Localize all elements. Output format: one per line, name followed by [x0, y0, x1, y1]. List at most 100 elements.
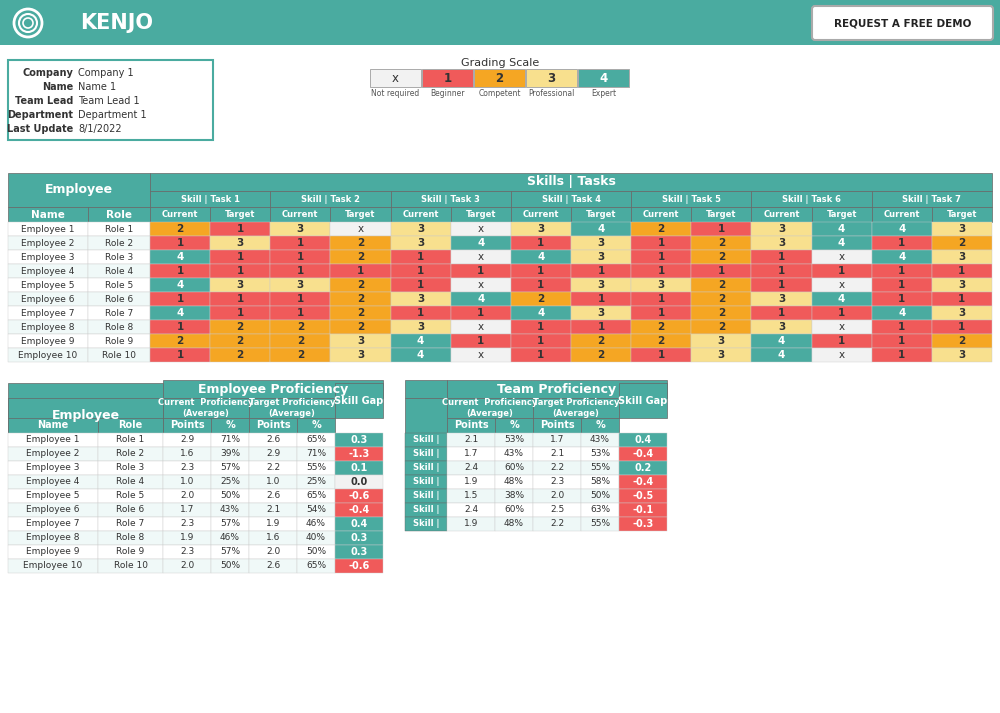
Text: 48%: 48% — [504, 478, 524, 486]
Text: Role 2: Role 2 — [105, 239, 133, 247]
Bar — [511, 320, 571, 334]
Bar — [163, 503, 211, 517]
Text: KENJO: KENJO — [80, 13, 153, 33]
Bar — [98, 447, 163, 461]
Bar — [571, 278, 631, 292]
Bar — [330, 292, 391, 306]
Text: 3: 3 — [417, 224, 424, 234]
Text: 2.2: 2.2 — [266, 463, 280, 473]
Text: Employee 1: Employee 1 — [26, 436, 80, 444]
Bar — [88, 348, 150, 362]
Bar — [511, 222, 571, 236]
Text: 0.3: 0.3 — [350, 435, 368, 445]
Text: 2: 2 — [237, 322, 244, 332]
Bar — [451, 236, 511, 250]
Text: Target: Target — [586, 210, 616, 219]
Bar — [270, 278, 330, 292]
Bar — [631, 191, 751, 207]
Bar — [391, 320, 451, 334]
Text: 2: 2 — [176, 336, 184, 346]
Text: x: x — [478, 350, 484, 360]
Text: Target: Target — [706, 210, 737, 219]
Bar — [211, 461, 249, 475]
Bar — [163, 398, 249, 418]
Bar — [88, 292, 150, 306]
Bar — [8, 461, 98, 475]
Text: 2: 2 — [297, 350, 304, 360]
Text: Skill |: Skill | — [413, 478, 439, 486]
Text: 1: 1 — [176, 266, 184, 276]
Text: 1: 1 — [778, 308, 785, 318]
Bar — [8, 418, 98, 433]
Text: -0.6: -0.6 — [348, 491, 370, 501]
Text: 1: 1 — [597, 294, 605, 304]
Text: Expert: Expert — [591, 90, 616, 98]
Bar — [751, 348, 812, 362]
Bar — [150, 173, 992, 191]
Text: 3: 3 — [658, 280, 665, 290]
Bar — [578, 69, 629, 87]
Text: 2.3: 2.3 — [180, 548, 194, 557]
Text: 2: 2 — [537, 294, 545, 304]
Bar — [571, 292, 631, 306]
Text: -0.1: -0.1 — [632, 505, 654, 515]
Bar — [391, 250, 451, 264]
Text: 50%: 50% — [220, 562, 240, 570]
Text: 0.4: 0.4 — [350, 519, 368, 529]
Text: Employee 1: Employee 1 — [21, 225, 75, 233]
Text: Team Lead 1: Team Lead 1 — [78, 96, 140, 106]
Text: 1: 1 — [838, 266, 845, 276]
Bar — [335, 517, 383, 531]
Text: 1: 1 — [658, 238, 665, 248]
Bar — [210, 264, 270, 278]
Bar — [932, 264, 992, 278]
Bar — [88, 334, 150, 348]
Bar — [270, 222, 330, 236]
Bar — [8, 383, 163, 418]
Text: 1: 1 — [778, 280, 785, 290]
Bar — [447, 398, 533, 418]
Bar — [270, 334, 330, 348]
Bar — [249, 418, 297, 433]
Bar — [211, 531, 249, 545]
Bar — [98, 517, 163, 531]
Bar — [391, 278, 451, 292]
Bar — [8, 517, 98, 531]
Text: 1: 1 — [176, 294, 184, 304]
Text: Current  Proficiency
(Average): Current Proficiency (Average) — [158, 399, 254, 418]
Text: Employee 6: Employee 6 — [21, 294, 75, 304]
Bar — [533, 447, 581, 461]
Bar — [571, 250, 631, 264]
Bar — [751, 207, 812, 222]
Text: 1: 1 — [297, 252, 304, 262]
Text: Name: Name — [31, 210, 65, 220]
Text: Employee 2: Employee 2 — [26, 449, 80, 458]
Text: 55%: 55% — [306, 463, 326, 473]
Bar — [8, 264, 88, 278]
Bar — [631, 236, 691, 250]
Text: Role 10: Role 10 — [102, 351, 136, 359]
Bar — [150, 191, 270, 207]
Text: 1: 1 — [417, 252, 424, 262]
Bar — [751, 191, 872, 207]
Bar — [631, 306, 691, 320]
Text: Employee 3: Employee 3 — [21, 252, 75, 262]
Text: Employee 9: Employee 9 — [21, 337, 75, 346]
Text: 1: 1 — [597, 266, 605, 276]
Text: 2.0: 2.0 — [550, 491, 564, 501]
Text: 4: 4 — [597, 224, 605, 234]
Bar — [571, 264, 631, 278]
Bar — [511, 292, 571, 306]
Text: 4: 4 — [417, 350, 424, 360]
Bar — [872, 306, 932, 320]
Bar — [533, 418, 581, 433]
Text: 4: 4 — [778, 336, 785, 346]
Bar — [297, 433, 335, 447]
Text: Role: Role — [106, 210, 132, 220]
Text: Skill | Task 5: Skill | Task 5 — [662, 195, 721, 203]
Bar — [335, 559, 383, 573]
Text: 2: 2 — [718, 238, 725, 248]
Text: 65%: 65% — [306, 491, 326, 501]
Bar — [581, 461, 619, 475]
Bar — [391, 222, 451, 236]
